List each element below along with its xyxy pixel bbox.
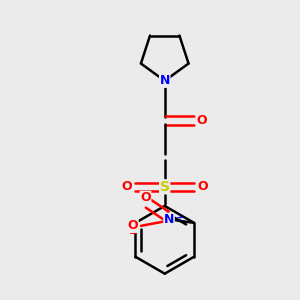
Text: +: + [175,213,183,223]
Text: O: O [128,219,138,232]
Text: N: N [164,213,174,226]
Text: N: N [160,74,170,87]
Text: O: O [122,180,132,193]
Text: −: − [129,229,138,239]
Text: O: O [196,114,207,127]
Text: O: O [197,180,208,193]
Text: O: O [140,191,151,204]
Text: S: S [160,180,170,194]
